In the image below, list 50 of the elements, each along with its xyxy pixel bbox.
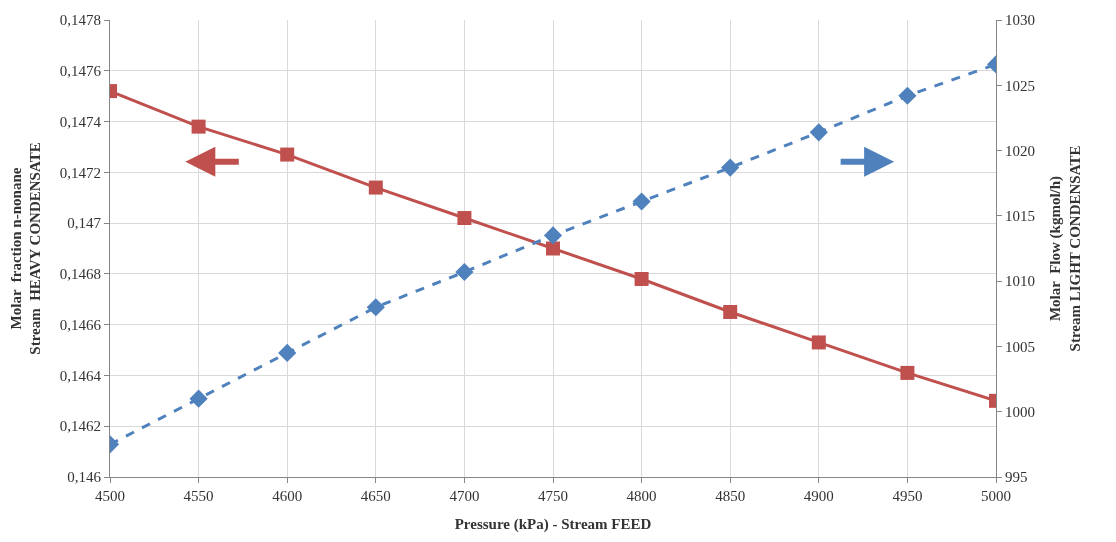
point	[634, 271, 649, 286]
point	[811, 335, 826, 350]
point	[455, 262, 474, 282]
y-tick-label: 0,1464	[59, 367, 102, 384]
point	[457, 211, 472, 226]
x-tick-label: 4850	[715, 488, 746, 504]
point	[900, 365, 915, 380]
y2-tick-label: 1015	[1005, 208, 1035, 225]
x-tick-label: 4700	[449, 488, 480, 504]
point	[721, 158, 740, 177]
point	[809, 123, 828, 142]
x-tick-label: 4950	[892, 488, 923, 504]
y-tick-label: 0,147	[67, 215, 102, 232]
point	[280, 147, 295, 162]
y2-tick-label: 1025	[1005, 77, 1035, 94]
y2-tick-label: 995	[1005, 469, 1028, 486]
y2-tick-label: 1005	[1005, 338, 1035, 355]
x-axis-title: Pressure (kPa) - Stream FEED	[454, 516, 652, 533]
point	[189, 389, 208, 408]
y2-tick-label: 1030	[1005, 12, 1035, 29]
y-tick-label: 0,1468	[59, 266, 101, 283]
x-tick-label: 4900	[803, 488, 834, 504]
y-tick-label: 0,1466	[59, 316, 102, 333]
point	[723, 304, 738, 319]
y2-tick-label: 1020	[1005, 142, 1035, 159]
y-tick-label: 0,146	[67, 469, 102, 486]
point	[368, 180, 383, 195]
y-axis-title: Molar fraction n-nonane Stream HEAVY CONDENSATE	[7, 142, 43, 355]
point	[546, 241, 560, 256]
y-tick-label: 0,1472	[59, 164, 101, 181]
x-tick-label: 5000	[981, 488, 1011, 504]
y-tick-label: 0,1478	[59, 12, 101, 29]
x-tick-label: 4550	[183, 488, 214, 504]
point	[366, 298, 385, 317]
y2-tick-label: 1010	[1005, 273, 1035, 290]
x-tick-label: 4500	[95, 488, 125, 504]
x-tick-label: 4600	[272, 488, 303, 504]
y-tick-label: 0,1474	[59, 113, 102, 130]
point	[191, 119, 206, 134]
point	[278, 343, 297, 363]
point	[632, 192, 651, 211]
x-tick-label: 4650	[360, 488, 391, 504]
point	[898, 86, 917, 105]
y-tick-label: 0,1462	[59, 418, 101, 435]
y-tick-label: 0,1476	[59, 63, 102, 80]
y2-tick-label: 1000	[1005, 403, 1035, 420]
point	[543, 226, 563, 245]
x-tick-label: 4750	[538, 488, 568, 504]
x-tick-label: 4800	[626, 488, 657, 504]
y2-axis-title: Molar Flow (kgmol/h) Stream LIGHT CONDENSATE	[1047, 145, 1083, 352]
